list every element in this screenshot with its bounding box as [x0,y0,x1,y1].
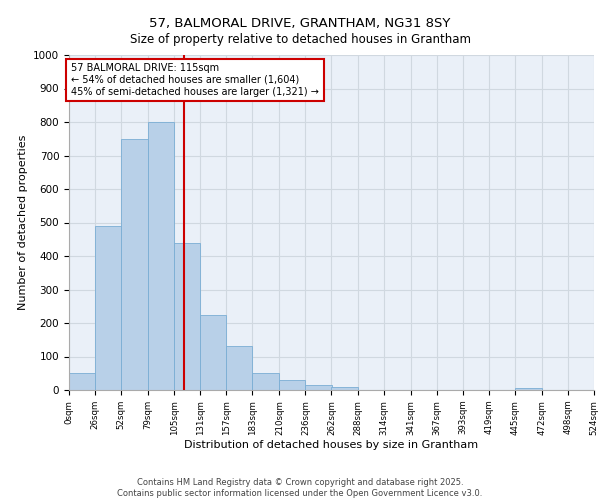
Y-axis label: Number of detached properties: Number of detached properties [17,135,28,310]
Bar [121,138,148,390]
Bar [95,226,121,390]
Bar [280,380,305,390]
Bar [305,385,331,390]
Bar [226,346,253,390]
Bar [331,386,358,390]
X-axis label: Distribution of detached houses by size in Grantham: Distribution of detached houses by size … [184,440,479,450]
Bar [69,373,95,390]
Bar [148,122,174,390]
Bar [200,314,226,390]
Bar [253,373,280,390]
Bar [174,242,200,390]
Text: 57, BALMORAL DRIVE, GRANTHAM, NG31 8SY: 57, BALMORAL DRIVE, GRANTHAM, NG31 8SY [149,18,451,30]
Bar [515,388,542,390]
Text: 57 BALMORAL DRIVE: 115sqm
← 54% of detached houses are smaller (1,604)
45% of se: 57 BALMORAL DRIVE: 115sqm ← 54% of detac… [71,64,319,96]
Text: Size of property relative to detached houses in Grantham: Size of property relative to detached ho… [130,32,470,46]
Text: Contains HM Land Registry data © Crown copyright and database right 2025.
Contai: Contains HM Land Registry data © Crown c… [118,478,482,498]
